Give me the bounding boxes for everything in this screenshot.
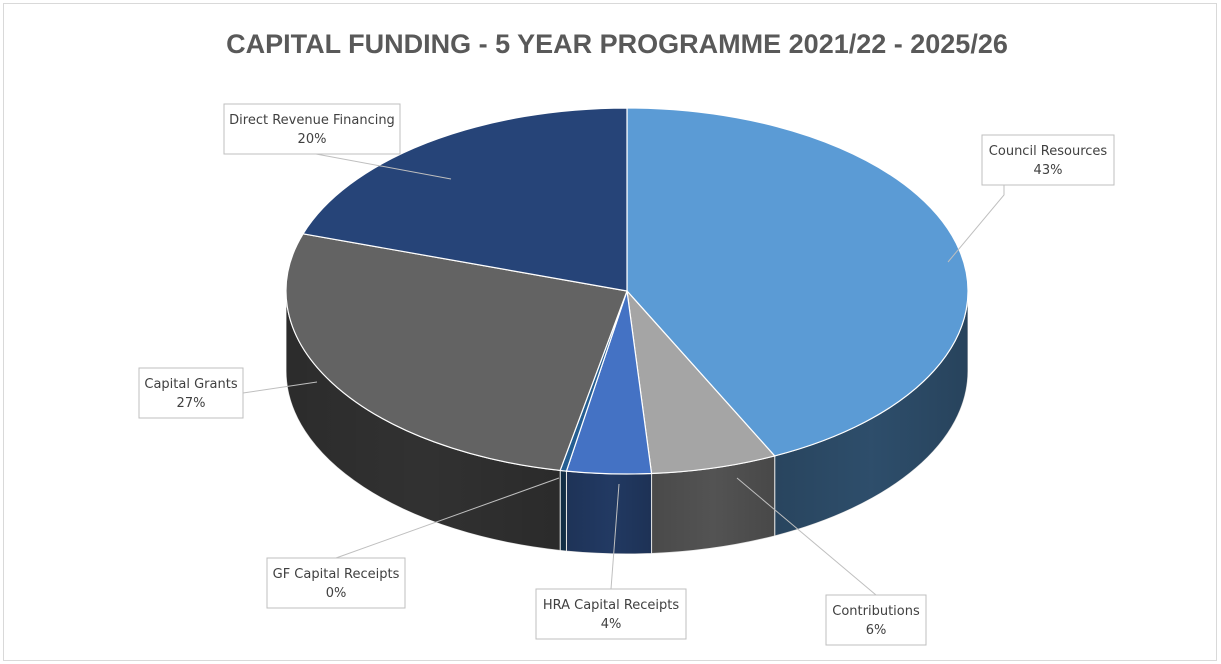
chart-frame: CAPITAL FUNDING - 5 YEAR PROGRAMME 2021/… — [3, 3, 1217, 661]
data-label-contributions: Contributions 6% — [736, 477, 927, 646]
slice-side-shading — [566, 471, 652, 554]
label-value: 27% — [177, 396, 206, 411]
leader-line — [315, 153, 452, 180]
data-label-council-resources: Council Resources 43% — [947, 134, 1115, 263]
slice-side-shading — [651, 455, 775, 554]
label-category: Direct Revenue Financing — [229, 113, 395, 128]
slice-contributions — [626, 289, 776, 475]
slice-side-shading — [560, 470, 567, 552]
leader-line — [610, 483, 620, 590]
slice-direct-revenue-financing — [302, 107, 628, 292]
slice-side-shading — [774, 291, 968, 536]
leader-line — [947, 185, 1005, 263]
leader-line — [736, 477, 877, 596]
label-value: 43% — [1034, 163, 1063, 178]
label-box — [266, 557, 406, 609]
slice-capital-grants — [285, 233, 628, 472]
label-box — [981, 134, 1115, 186]
leader-line — [335, 477, 560, 559]
data-label-gf-capital-receipts: GF Capital Receipts 0% — [266, 477, 560, 609]
slice-side-shading — [286, 291, 561, 551]
label-box — [825, 594, 927, 646]
leader-line — [242, 381, 318, 394]
label-category: Capital Grants — [144, 377, 237, 392]
chart-title: CAPITAL FUNDING - 5 YEAR PROGRAMME 2021/… — [226, 29, 1008, 59]
label-category: Contributions — [832, 604, 920, 619]
pie-chart: CAPITAL FUNDING - 5 YEAR PROGRAMME 2021/… — [138, 29, 1115, 646]
label-category: GF Capital Receipts — [273, 567, 400, 582]
label-value: 4% — [601, 617, 622, 632]
label-category: Council Resources — [989, 144, 1108, 159]
label-box — [223, 103, 401, 155]
data-label-capital-grants: Capital Grants 27% — [138, 367, 318, 419]
slice-council-resources — [626, 107, 969, 457]
label-value: 0% — [326, 586, 347, 601]
data-label-hra-capital-receipts: HRA Capital Receipts 4% — [535, 483, 687, 640]
label-box — [138, 367, 244, 419]
label-box — [535, 588, 687, 640]
data-label-direct-revenue-financing: Direct Revenue Financing 20% — [223, 103, 452, 180]
label-value: 6% — [866, 623, 887, 638]
data-labels: Council Resources 43% Contributions 6% HRA C… — [138, 103, 1115, 646]
label-category: HRA Capital Receipts — [543, 598, 680, 613]
pie-slices — [285, 107, 969, 475]
label-value: 20% — [298, 132, 327, 147]
pie-sides — [285, 290, 969, 555]
